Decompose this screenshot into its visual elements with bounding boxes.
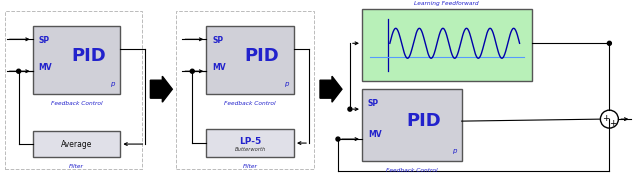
Text: Learning Feedforward: Learning Feedforward <box>415 1 479 6</box>
Circle shape <box>17 69 20 73</box>
FancyBboxPatch shape <box>362 9 532 81</box>
FancyBboxPatch shape <box>33 26 120 94</box>
Text: p: p <box>284 81 289 87</box>
Text: SP: SP <box>368 99 379 108</box>
Circle shape <box>336 137 340 141</box>
Text: MV: MV <box>368 130 381 139</box>
Text: MV: MV <box>212 63 226 72</box>
Text: p: p <box>111 81 115 87</box>
FancyArrow shape <box>150 76 172 102</box>
FancyBboxPatch shape <box>33 131 120 157</box>
Text: PID: PID <box>244 47 280 65</box>
FancyBboxPatch shape <box>362 89 461 161</box>
Circle shape <box>190 69 195 73</box>
Text: Feedback Control: Feedback Control <box>51 101 102 106</box>
Text: MV: MV <box>38 63 52 72</box>
FancyBboxPatch shape <box>206 129 294 157</box>
Text: LP-5: LP-5 <box>239 137 261 146</box>
Text: PID: PID <box>406 112 441 130</box>
Text: Feedback Control: Feedback Control <box>386 168 438 173</box>
Circle shape <box>607 41 611 45</box>
Text: +: + <box>602 114 609 123</box>
Text: Average: Average <box>61 140 92 149</box>
Text: Filter: Filter <box>243 164 257 169</box>
Text: Butterworth: Butterworth <box>234 147 266 152</box>
Text: Filter: Filter <box>69 164 84 169</box>
Text: SP: SP <box>38 36 50 45</box>
FancyArrow shape <box>320 76 342 102</box>
Circle shape <box>348 107 352 111</box>
Text: PID: PID <box>71 47 106 65</box>
Text: p: p <box>452 148 456 154</box>
Text: Feedback Control: Feedback Control <box>225 101 276 106</box>
FancyBboxPatch shape <box>206 26 294 94</box>
Text: SP: SP <box>212 36 223 45</box>
Text: +: + <box>609 119 616 128</box>
